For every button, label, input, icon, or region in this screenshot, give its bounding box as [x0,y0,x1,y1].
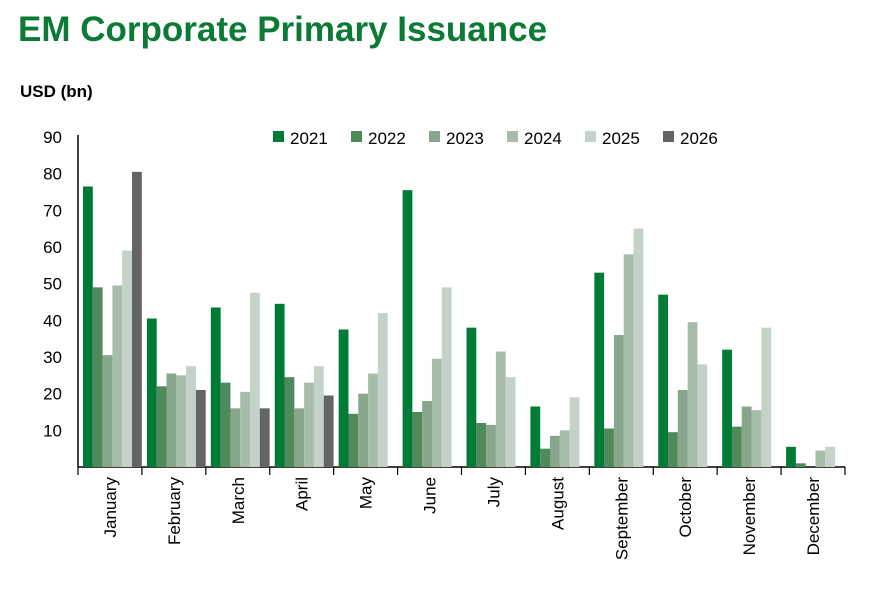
bar-2021-april [274,303,285,467]
bar-2024-june [431,358,442,467]
bar-2024-august [559,430,570,467]
legend-label-2022: 2022 [368,129,406,148]
bar-2024-october [687,322,698,467]
x-tick-label: November [740,477,759,556]
bar-2021-november [722,349,732,467]
bar-2024-february [176,375,187,467]
legend-swatch-2024 [507,131,518,142]
y-axis-label: USD (bn) [20,82,93,101]
x-tick-label: December [804,477,823,556]
bar-2023-may [358,393,369,467]
x-tick-label: September [612,477,631,560]
bar-2025-october [697,364,708,467]
bar-2022-july [476,423,487,467]
y-tick-label: 80 [43,165,62,184]
legend-label-2023: 2023 [446,129,484,148]
bar-2022-december [795,463,806,467]
legend-label-2021: 2021 [290,129,328,148]
bar-2022-october [668,432,678,467]
legend-swatch-2025 [585,131,596,142]
y-tick-label: 90 [43,128,62,147]
x-tick-label: January [101,477,120,538]
legend-label-2025: 2025 [602,129,640,148]
bar-2021-june [402,190,413,467]
bar-2023-october [677,390,688,467]
bar-2023-september [613,335,624,467]
bar-2024-september [623,254,634,467]
bar-2021-july [466,327,477,467]
bar-2021-october [658,294,669,467]
x-tick-label: February [165,477,184,546]
bar-2021-may [338,329,349,467]
bar-2023-february [166,373,177,467]
x-tick-label: May [357,477,376,510]
bar-2025-april [313,366,324,467]
y-tick-label: 60 [43,238,62,257]
bar-2022-february [156,386,167,467]
bar-2025-november [761,327,772,467]
bar-2024-april [304,382,314,467]
x-tick-label: April [293,477,312,511]
bar-2021-september [594,272,605,467]
bar-2022-april [284,377,295,467]
bar-2026-april [323,395,334,467]
bar-2022-november [731,426,742,467]
bar-2024-may [368,373,378,467]
bar-2025-february [186,366,196,467]
x-tick-label: October [676,477,695,538]
bar-2021-december [786,446,796,467]
legend-swatch-2021 [273,131,284,142]
x-tick-label: June [421,477,440,514]
bar-2022-january [92,287,103,467]
bar-2024-july [495,351,506,467]
bar-2022-may [348,413,359,467]
y-tick-label: 40 [43,311,62,330]
y-tick-label: 50 [43,275,62,294]
legend-label-2024: 2024 [524,129,562,148]
bar-2026-february [195,390,206,467]
bar-2024-march [240,391,251,467]
bar-2026-march [259,408,270,467]
bar-2022-june [412,412,423,467]
legend-swatch-2022 [351,131,362,142]
x-tick-label: August [548,477,567,530]
bar-2025-june [441,287,452,467]
bar-2022-march [220,382,231,467]
bar-2025-august [569,397,580,467]
bar-2025-january [122,250,132,467]
bar-2021-january [83,186,93,467]
legend-label-2026: 2026 [680,129,718,148]
bar-2024-january [112,285,123,467]
bar-2023-april [294,408,305,467]
bar-2021-august [530,406,541,467]
x-tick-label: July [484,477,503,508]
bar-2021-march [210,307,221,467]
bar-2026-january [132,171,142,468]
bar-2025-may [377,313,388,467]
bar-2023-july [486,424,496,467]
y-tick-label: 20 [43,385,62,404]
bar-2025-march [250,292,260,467]
y-tick-label: 30 [43,348,62,367]
bar-2024-december [815,450,826,467]
bar-2021-february [146,318,157,467]
bar-2023-november [741,406,752,467]
y-tick-label: 10 [43,421,62,440]
bar-2023-june [422,401,432,467]
bar-2025-july [505,377,516,467]
bar-2024-november [751,410,762,467]
legend-swatch-2026 [663,131,674,142]
y-tick-label: 70 [43,201,62,220]
bar-2022-september [604,428,614,467]
bar-2023-january [102,355,113,467]
bar-2022-august [540,448,551,467]
bar-2023-august [550,435,560,467]
x-tick-label: March [229,477,248,524]
chart-title: EM Corporate Primary Issuance [18,10,548,49]
bar-2023-march [230,408,241,467]
bar-2025-september [633,228,644,467]
legend-swatch-2023 [429,131,440,142]
bar-2025-december [825,446,836,467]
